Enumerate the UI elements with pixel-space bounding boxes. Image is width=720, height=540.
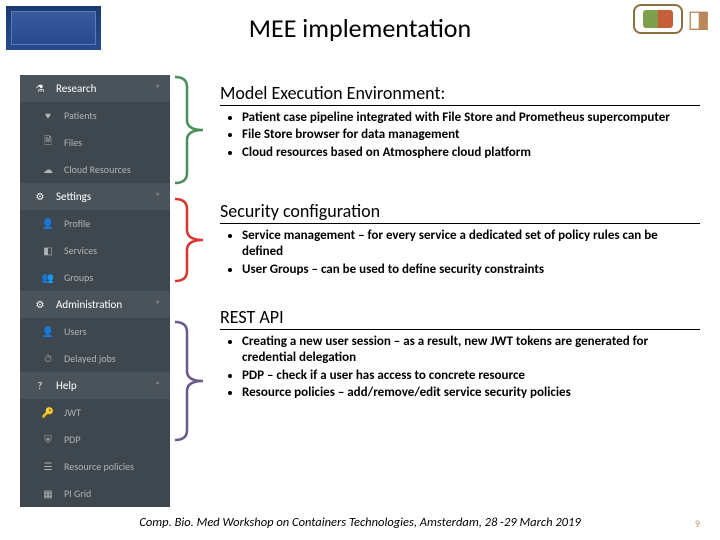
page-number: 9 — [695, 517, 700, 530]
bullet-item: User Groups – can be used to define secu… — [242, 262, 700, 278]
sidebar-item-label: Patients — [64, 109, 97, 122]
chevron-down-icon: ˅ — [155, 83, 160, 94]
sidebar-item-label: Settings — [56, 190, 91, 203]
sidebar-item-label: Help — [56, 379, 77, 392]
brace-1 — [173, 197, 208, 283]
patients-icon: ♥ — [42, 110, 54, 122]
brace-0 — [173, 75, 208, 185]
sidebar-item-cloud-resources[interactable]: ☁ Cloud Resources — [20, 156, 170, 183]
sidebar-item-administration[interactable]: ⚙ Administration ˅ — [20, 291, 170, 318]
brace-2 — [173, 320, 208, 442]
footer-text: Comp. Bio. Med Workshop on Containers Te… — [0, 515, 720, 530]
sidebar-item-label: Users — [64, 325, 87, 338]
research-icon: ⚗ — [34, 83, 46, 95]
sidebar-item-label: JWT — [64, 406, 81, 419]
chevron-down-icon: ˅ — [155, 191, 160, 202]
settings-icon: ⚙ — [34, 191, 46, 203]
sidebar-item-label: Delayed jobs — [64, 352, 116, 365]
sidebar-item-label: Administration — [56, 298, 122, 311]
section-title: REST API — [220, 306, 700, 330]
pi-grid-icon: ▦ — [42, 488, 54, 500]
sidebar-item-settings[interactable]: ⚙ Settings ˅ — [20, 183, 170, 210]
sidebar-item-label: PI Grid — [64, 487, 91, 500]
administration-icon: ⚙ — [34, 299, 46, 311]
horizon2020-logo-inner — [11, 11, 96, 45]
horizon2020-logo — [6, 6, 101, 50]
sidebar-item-patients[interactable]: ♥ Patients — [20, 102, 170, 129]
pdp-icon: ⛨ — [42, 434, 54, 446]
bullet-item: PDP – check if a user has access to conc… — [242, 368, 700, 384]
sidebar-item-files[interactable]: 🗎 Files — [20, 129, 170, 156]
chevron-down-icon: ˅ — [155, 299, 160, 310]
bullet-item: File Store browser for data management — [242, 127, 700, 143]
sidebar-item-label: Files — [64, 136, 82, 149]
nav-sidebar: ⚗ Research ˅ ♥ Patients 🗎 Files ☁ Cloud Resource… — [20, 75, 170, 507]
section-bullet-list: Service management – for every service a… — [220, 228, 700, 278]
bullet-item: Service management – for every service a… — [242, 228, 700, 261]
slide-title: MEE implementation — [0, 0, 720, 44]
bullet-item: Patient case pipeline integrated with Fi… — [242, 110, 700, 126]
slide-header: MEE implementation ◨ — [0, 0, 720, 60]
sidebar-item-label: Groups — [64, 271, 93, 284]
sidebar-item-label: Research — [56, 82, 96, 95]
sidebar-item-groups[interactable]: 👥 Groups — [20, 264, 170, 291]
sidebar-item-resource-policies[interactable]: ☰ Resource policies — [20, 453, 170, 480]
users-icon: 👤 — [42, 326, 54, 338]
bullet-item: Cloud resources based on Atmosphere clou… — [242, 145, 700, 161]
sidebar-item-research[interactable]: ⚗ Research ˅ — [20, 75, 170, 102]
section-0: Model Execution Environment: Patient case… — [220, 82, 700, 162]
section-bullet-list: Patient case pipeline integrated with Fi… — [220, 110, 700, 161]
sidebar-item-label: Services — [64, 244, 97, 257]
bullet-item: Creating a new user session – as a resul… — [242, 334, 700, 367]
delayed-jobs-icon: ⏱ — [42, 353, 54, 365]
files-icon: 🗎 — [42, 137, 54, 149]
cyfronet-logo — [633, 4, 683, 34]
profile-icon: 👤 — [42, 218, 54, 230]
sidebar-item-label: PDP — [64, 433, 80, 446]
chevron-down-icon: ˅ — [155, 380, 160, 391]
section-2: REST API Creating a new user session – as… — [220, 306, 700, 402]
resource-policies-icon: ☰ — [42, 461, 54, 473]
sidebar-item-jwt[interactable]: 🔑 JWT — [20, 399, 170, 426]
groups-icon: 👥 — [42, 272, 54, 284]
sidebar-item-services[interactable]: ◧ Services — [20, 237, 170, 264]
services-icon: ◧ — [42, 245, 54, 257]
section-title: Model Execution Environment: — [220, 82, 700, 106]
sidebar-item-pi-grid[interactable]: ▦ PI Grid — [20, 480, 170, 507]
sidebar-item-pdp[interactable]: ⛨ PDP — [20, 426, 170, 453]
sidebar-item-delayed-jobs[interactable]: ⏱ Delayed jobs — [20, 345, 170, 372]
section-bullet-list: Creating a new user session – as a resul… — [220, 334, 700, 401]
bullet-item: Resource policies – add/remove/edit serv… — [242, 385, 700, 401]
cube-icon: ◨ — [687, 5, 710, 34]
sidebar-item-label: Resource policies — [64, 460, 134, 473]
sidebar-item-profile[interactable]: 👤 Profile — [20, 210, 170, 237]
sidebar-item-label: Profile — [64, 217, 90, 230]
help-icon: ? — [34, 380, 46, 392]
section-title: Security configuration — [220, 200, 700, 224]
cyfronet-logo-group: ◨ — [633, 4, 710, 34]
sidebar-item-help[interactable]: ? Help ˅ — [20, 372, 170, 399]
sidebar-item-label: Cloud Resources — [64, 163, 131, 176]
jwt-icon: 🔑 — [42, 407, 54, 419]
section-1: Security configuration Service management… — [220, 200, 700, 279]
cloud-resources-icon: ☁ — [42, 164, 54, 176]
sidebar-item-users[interactable]: 👤 Users — [20, 318, 170, 345]
